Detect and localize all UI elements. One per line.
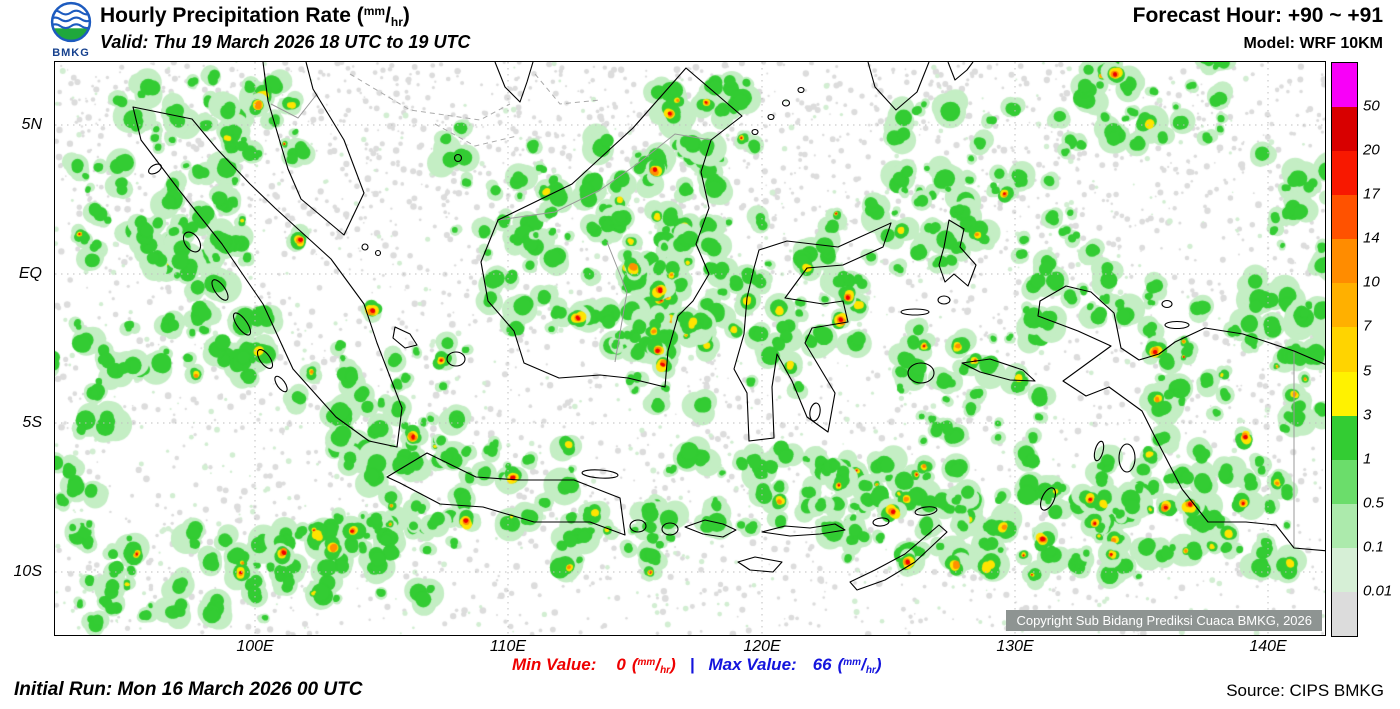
- legend-boundary-label: 5: [1363, 362, 1372, 380]
- legend-cell: [1332, 107, 1357, 152]
- legend-cell: [1332, 547, 1357, 592]
- legend-boundary-label: 10: [1363, 273, 1380, 291]
- lon-label: 120E: [743, 638, 781, 655]
- legend-boundary-label: 20: [1363, 141, 1380, 159]
- min-unit-denominator: hr: [660, 665, 671, 676]
- lat-label: 5N: [21, 116, 42, 133]
- legend-cell: [1332, 327, 1357, 372]
- legend-boundary-label: 3: [1363, 406, 1372, 424]
- legend-cell: [1332, 195, 1357, 240]
- initial-run: Initial Run: Mon 16 March 2026 00 UTC: [14, 679, 363, 700]
- coastlines: [132, 62, 1325, 591]
- legend-boundary-label: 1: [1363, 450, 1372, 468]
- legend-labels: 50 20 17 14 10 7 5 3 1 0.5 0.1 0.01: [1363, 62, 1399, 635]
- legend-cell: [1332, 151, 1357, 196]
- lon-label: 100E: [236, 638, 274, 655]
- lat-label: 10S: [13, 563, 42, 580]
- coastline-overlay: [55, 62, 1325, 635]
- valid-time: Valid: Thu 19 March 2026 18 UTC to 19 UT…: [100, 32, 471, 52]
- minmax-line: Min Value: 0 (mm/hr) | Max Value: 66 (mm/hr): [512, 655, 881, 676]
- graticule-grid: [55, 62, 1325, 635]
- legend-boundary-label: 0.5: [1363, 494, 1384, 512]
- bmkg-logo-text: BMKG: [52, 47, 90, 59]
- title-unit-slash: /: [385, 4, 391, 27]
- max-value: 66: [812, 655, 832, 674]
- legend-boundary-label: 0.01: [1363, 582, 1393, 600]
- min-unit: (mm/hr): [631, 655, 676, 676]
- bmkg-logo-icon: [50, 1, 92, 43]
- title-unit-numerator: mm: [363, 4, 386, 18]
- max-unit-slash: /: [861, 655, 866, 674]
- bmkg-logo: BMKG: [46, 1, 96, 59]
- min-unit-open: (: [631, 655, 638, 674]
- max-unit-denominator: hr: [865, 665, 876, 676]
- forecast-hour: Forecast Hour: +90 ~ +91: [1132, 4, 1383, 27]
- precipitation-canvas: [55, 62, 1325, 635]
- admin-border-lines: [270, 93, 1295, 548]
- legend-boundary-label: 7: [1363, 317, 1372, 335]
- legend-cell: [1332, 415, 1357, 460]
- max-unit-numerator: mm: [843, 657, 862, 668]
- copyright-badge: Copyright Sub Bidang Prediksi Cuaca BMKG…: [1006, 610, 1322, 631]
- max-unit-close: ): [875, 655, 882, 674]
- title-suffix: ): [402, 4, 410, 27]
- legend-cell: [1332, 283, 1357, 328]
- lat-label: EQ: [18, 265, 42, 282]
- min-unit-slash: /: [655, 655, 661, 674]
- title-unit-denominator: hr: [390, 15, 403, 29]
- legend-cell: [1332, 459, 1357, 504]
- legend-boundary-label: 0.1: [1363, 538, 1384, 556]
- source-credit: Source: CIPS BMKG: [1226, 681, 1384, 700]
- lon-label: 140E: [1249, 638, 1287, 655]
- lat-label: 5S: [22, 414, 42, 431]
- min-unit-close: ): [670, 655, 676, 674]
- min-value: 0: [616, 655, 626, 674]
- model-name: Model: WRF 10KM: [1243, 35, 1383, 52]
- min-value-label: Min Value:: [512, 655, 597, 674]
- legend-boundary-label: 14: [1363, 229, 1380, 247]
- legend-cell: [1332, 503, 1357, 548]
- legend-boundary-label: 50: [1363, 97, 1380, 115]
- legend-cell: [1332, 371, 1357, 416]
- page-title: Hourly Precipitation Rate (mm/hr): [100, 4, 410, 29]
- map-frame: Copyright Sub Bidang Prediksi Cuaca BMKG…: [54, 61, 1326, 636]
- maritime-boundary-lines: [349, 73, 601, 147]
- max-value-label: Max Value:: [708, 655, 797, 674]
- max-unit: (mm/hr): [837, 655, 882, 676]
- legend-cell: [1332, 591, 1357, 637]
- legend-cell: [1332, 239, 1357, 284]
- title-text: Hourly Precipitation Rate (: [100, 4, 364, 27]
- latitude-axis: 5N EQ 5S 10S: [0, 62, 48, 635]
- lon-label: 110E: [489, 638, 527, 655]
- legend-boundary-label: 17: [1363, 185, 1380, 203]
- min-unit-numerator: mm: [637, 657, 656, 668]
- longitude-axis: 100E 110E 120E 130E 140E: [55, 638, 1325, 658]
- legend-bar: [1331, 62, 1358, 637]
- lon-label: 130E: [996, 638, 1034, 655]
- max-unit-open: (: [837, 655, 844, 674]
- minmax-separator: |: [689, 655, 695, 674]
- legend-cell: [1332, 63, 1357, 108]
